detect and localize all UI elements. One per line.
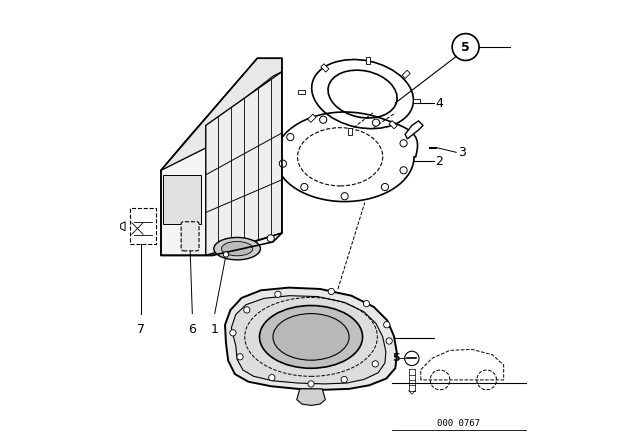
Polygon shape <box>405 121 423 139</box>
Polygon shape <box>161 148 273 255</box>
Polygon shape <box>421 349 504 380</box>
Circle shape <box>372 361 378 367</box>
Ellipse shape <box>214 237 260 260</box>
FancyBboxPatch shape <box>181 222 199 251</box>
Bar <box>298 90 305 94</box>
Polygon shape <box>206 72 282 255</box>
Circle shape <box>230 330 236 336</box>
Bar <box>413 99 420 103</box>
Circle shape <box>328 289 335 295</box>
Polygon shape <box>163 175 202 224</box>
Circle shape <box>319 116 327 123</box>
Bar <box>321 64 329 72</box>
Text: 5: 5 <box>461 40 470 54</box>
Bar <box>348 128 352 135</box>
Text: 4: 4 <box>436 96 444 110</box>
Circle shape <box>308 381 314 387</box>
Circle shape <box>269 375 275 381</box>
Bar <box>389 121 397 129</box>
Circle shape <box>237 353 243 360</box>
Circle shape <box>279 160 287 167</box>
Circle shape <box>400 140 407 147</box>
Circle shape <box>341 376 348 383</box>
Circle shape <box>287 134 294 141</box>
Text: 7: 7 <box>137 323 145 336</box>
Ellipse shape <box>221 241 253 256</box>
Text: 2: 2 <box>436 155 444 168</box>
Polygon shape <box>161 58 282 170</box>
Circle shape <box>244 307 250 313</box>
Circle shape <box>381 183 388 190</box>
Circle shape <box>341 193 348 200</box>
Ellipse shape <box>260 306 362 368</box>
Circle shape <box>364 301 370 307</box>
Polygon shape <box>121 222 125 231</box>
Circle shape <box>383 322 390 328</box>
Text: 6: 6 <box>188 323 196 336</box>
Circle shape <box>372 119 380 126</box>
Circle shape <box>386 338 392 344</box>
Circle shape <box>223 252 228 257</box>
Polygon shape <box>275 112 417 202</box>
Text: 3: 3 <box>458 146 466 159</box>
Circle shape <box>275 291 281 297</box>
Bar <box>402 70 410 78</box>
Circle shape <box>267 235 275 242</box>
FancyBboxPatch shape <box>130 208 157 244</box>
Polygon shape <box>297 389 325 405</box>
Circle shape <box>400 167 407 174</box>
Bar <box>366 57 371 65</box>
Polygon shape <box>231 296 386 384</box>
Ellipse shape <box>273 314 349 360</box>
Bar <box>308 114 316 122</box>
Text: 1: 1 <box>211 323 219 336</box>
Text: 000 0767: 000 0767 <box>437 419 481 428</box>
Circle shape <box>301 183 308 190</box>
Text: 5: 5 <box>392 353 400 363</box>
Polygon shape <box>225 288 397 390</box>
